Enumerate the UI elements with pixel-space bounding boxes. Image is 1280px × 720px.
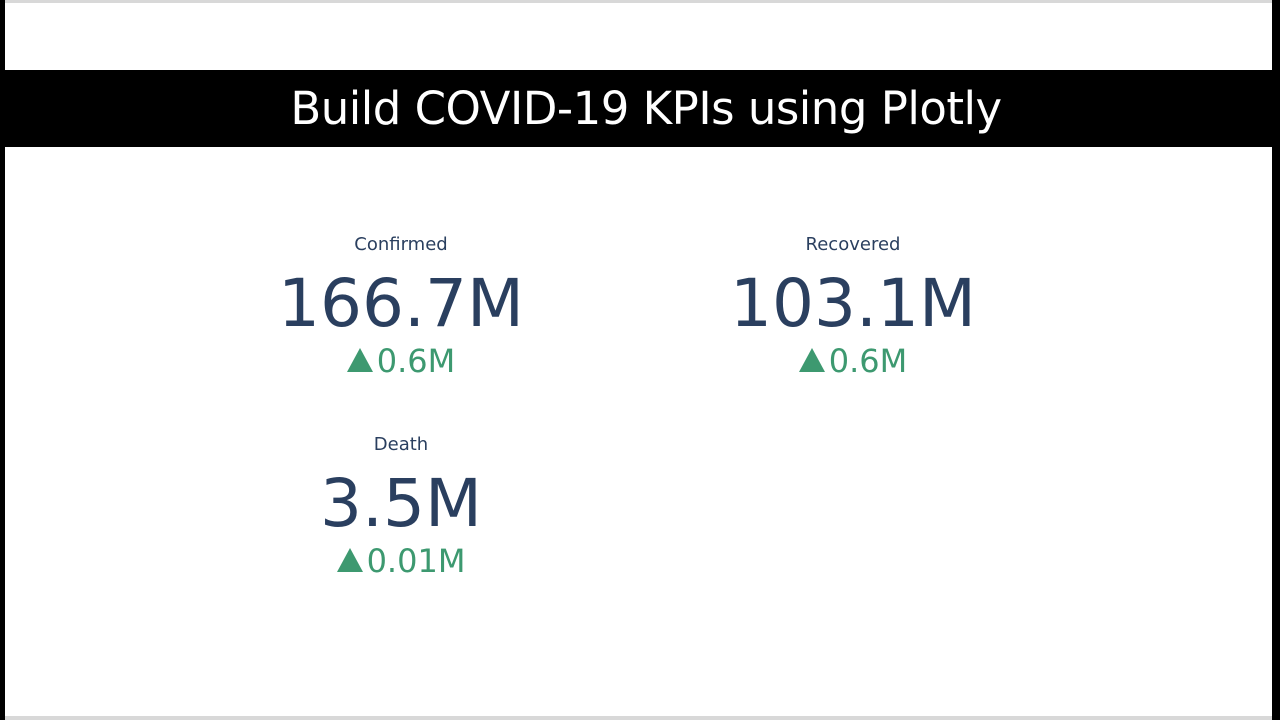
kpi-label: Confirmed: [354, 234, 448, 255]
kpi-value: 3.5M: [320, 465, 482, 542]
triangle-up-icon: [346, 348, 373, 372]
frame-left-border: [0, 0, 5, 720]
kpi-value: 103.1M: [730, 265, 976, 342]
kpi-label: Death: [373, 434, 429, 455]
kpi-delta: 0.6M: [703, 342, 1003, 380]
kpi-delta: 0.6M: [251, 342, 551, 380]
frame-bottom-border: [5, 716, 1272, 720]
triangle-up-icon: [336, 548, 363, 572]
frame-top-border: [5, 0, 1272, 3]
kpi-label: Recovered: [805, 234, 901, 255]
page-title: Build COVID-19 KPIs using Plotly: [290, 82, 1002, 135]
kpi-delta-value: 0.6M: [828, 342, 908, 380]
frame-right-border: [1272, 0, 1280, 720]
kpi-delta-value: 0.01M: [366, 542, 466, 580]
kpi-value: 166.7M: [278, 265, 524, 342]
kpi-delta-value: 0.6M: [376, 342, 456, 380]
title-banner: Build COVID-19 KPIs using Plotly: [0, 70, 1272, 147]
kpi-delta: 0.01M: [251, 542, 551, 580]
triangle-up-icon: [798, 348, 825, 372]
